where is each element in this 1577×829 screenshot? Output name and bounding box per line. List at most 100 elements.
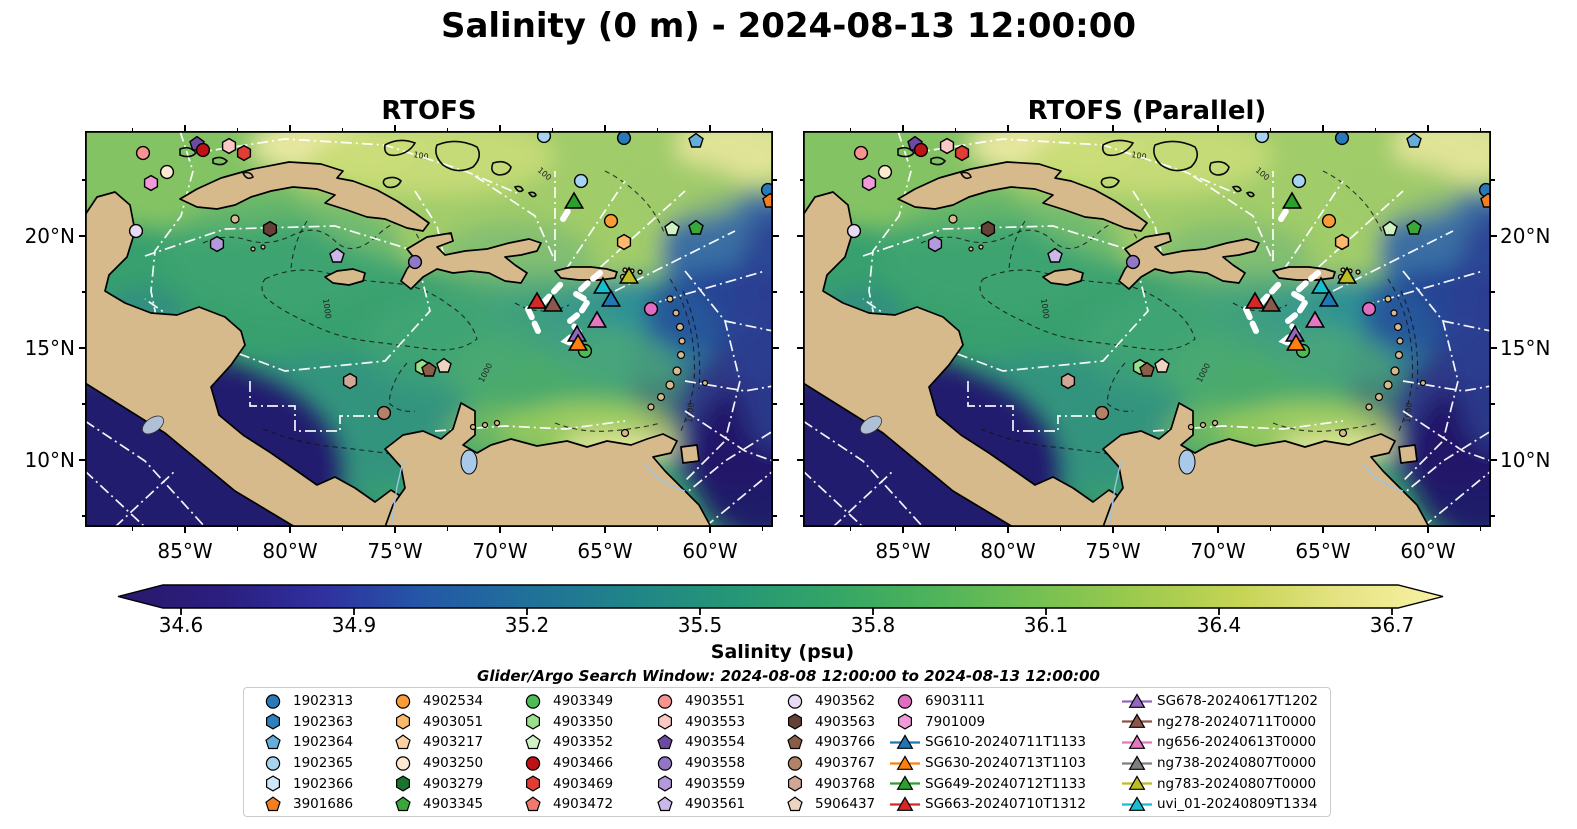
- x-minor-tick: [1269, 527, 1272, 531]
- map-marker-1902313: [1334, 131, 1350, 146]
- legend-entry-3901686: 3901686: [256, 794, 353, 815]
- lake-nicaragua: [141, 415, 165, 435]
- legend-marker-circle-icon: [395, 755, 411, 771]
- legend-marker-glider-icon: [1122, 692, 1152, 708]
- y-tick-label-left: 10°N: [24, 448, 75, 472]
- legend-label: 4903561: [685, 796, 746, 813]
- x-minor-tick-top: [1479, 127, 1482, 131]
- x-major-tick: [499, 527, 501, 533]
- legend-marker-glider-icon: [1122, 713, 1152, 729]
- x-tick-label: 80°W: [980, 539, 1036, 563]
- map-marker-SG610-20240711T1133: [600, 289, 622, 307]
- x-tick-label: 80°W: [262, 539, 318, 563]
- legend-entry-4903767: 4903767: [778, 753, 875, 774]
- legend-column: 1902313 1902363 1902364 1902365 1902366 39016…: [256, 691, 353, 815]
- y-major-tick-r: [1491, 347, 1497, 349]
- eez-boundaries: [803, 131, 1491, 527]
- x-minor-tick-top: [131, 127, 134, 131]
- legend-marker-hexagon-icon: [526, 713, 540, 730]
- x-minor-tick-top: [1374, 127, 1377, 131]
- legend-box: 1902313 1902363 1902364 1902365 1902366 39016…: [243, 687, 1331, 817]
- legend-label: 4903558: [685, 755, 746, 772]
- legend-entry-4903051: 4903051: [386, 712, 483, 733]
- map-marker-uvi_01-20240809T1334: [592, 276, 614, 294]
- legend-marker-pentagon-icon: [265, 796, 281, 811]
- legend-entry-1902365: 1902365: [256, 753, 353, 774]
- x-major-tick-top: [289, 125, 291, 131]
- legend-label: 5906437: [815, 796, 876, 813]
- legend-entry-4903558: 4903558: [648, 753, 745, 774]
- x-minor-tick: [1374, 527, 1377, 531]
- x-minor-tick: [1479, 527, 1482, 531]
- x-minor-tick: [954, 527, 957, 531]
- legend-entry-4903768: 4903768: [778, 773, 875, 794]
- legend-entry-4903279: 4903279: [386, 773, 483, 794]
- legend-marker-hexagon-icon: [788, 713, 802, 730]
- x-tick-label: 70°W: [472, 539, 528, 563]
- x-minor-tick: [551, 527, 554, 531]
- x-minor-tick-top: [761, 127, 764, 131]
- legend-entry-4903553: 4903553: [648, 712, 745, 733]
- colorbar-tick-label: 35.5: [677, 613, 723, 637]
- bahamas-banks: [897, 139, 1255, 198]
- legend-marker-glider-icon: [1122, 754, 1152, 770]
- y-minor-tick: [81, 179, 85, 181]
- legend-marker-circle-icon: [657, 755, 673, 771]
- x-major-tick-top: [184, 125, 186, 131]
- y-minor-tick: [799, 291, 803, 293]
- x-major-tick-top: [1007, 125, 1009, 131]
- right-panel-title: RTOFS (Parallel): [1027, 96, 1267, 126]
- y-major-tick-r: [1491, 235, 1497, 237]
- x-major-tick: [1427, 527, 1429, 533]
- colorbar-tick-label: 36.7: [1369, 613, 1415, 637]
- y-minor-tick: [799, 403, 803, 405]
- x-tick-label: 75°W: [367, 539, 423, 563]
- y-minor-tick-r: [773, 179, 777, 181]
- legend-entry-4903562: 4903562: [778, 691, 875, 712]
- map-marker-4903767: [1094, 405, 1110, 421]
- map-marker-4903250: [877, 164, 893, 180]
- legend-marker-circle-icon: [657, 694, 673, 709]
- map-marker-4903551: [853, 145, 869, 161]
- legend-label: 4903350: [553, 713, 614, 730]
- bathymetry-contours: [202, 170, 701, 458]
- legend-marker-pentagon-icon: [395, 734, 411, 750]
- legend-entry-SG649-20240712T1133: SG649-20240712T1133: [888, 773, 1086, 794]
- legend-column: 4903551 4903553 4903554 4903558 4903559 49035…: [648, 691, 745, 815]
- legend-marker-glider-icon: [1122, 795, 1152, 811]
- river: [1108, 460, 1122, 527]
- x-minor-tick: [446, 527, 449, 531]
- map-marker-ng278-20240711T0000: [542, 294, 564, 312]
- legend-marker-glider-icon: [1122, 734, 1152, 749]
- x-minor-tick: [656, 527, 659, 531]
- figure-title: Salinity (0 m) - 2024-08-13 12:00:00: [440, 6, 1137, 46]
- map-marker-SG663-20240710T1312: [1244, 291, 1266, 309]
- map-rtofs-parallel: 1000 1000 1000 100 100: [803, 131, 1491, 527]
- map-rtofs: 1000 1000 1000 100 100: [85, 131, 773, 527]
- legend-label: SG663-20240710T1312: [925, 796, 1086, 813]
- colorbar-tick-label: 34.6: [158, 613, 204, 637]
- legend-entry-4903250: 4903250: [386, 753, 483, 774]
- y-minor-tick-r: [773, 515, 777, 517]
- map-marker-4903558: [407, 254, 423, 270]
- x-major-tick: [902, 527, 904, 533]
- x-minor-tick-top: [656, 127, 659, 131]
- legend-label: 4903768: [815, 775, 876, 792]
- map-marker-uvi_01-20240809T1334: [1310, 276, 1332, 294]
- map-marker-1902365: [1291, 173, 1307, 189]
- x-major-tick: [709, 527, 711, 533]
- x-major-tick: [184, 527, 186, 533]
- map-marker-3901686: [762, 192, 773, 208]
- legend-entry-1902366: 1902366: [256, 773, 353, 794]
- map-marker-5906437: [436, 357, 452, 373]
- map-marker-4902534: [603, 213, 619, 229]
- y-minor-tick-r: [1491, 515, 1495, 517]
- y-major-tick-r: [773, 235, 779, 237]
- legend-label: ng656-20240613T0000: [1157, 734, 1317, 751]
- map-marker-1902364: [1406, 132, 1422, 148]
- map-marker-4903561: [1047, 247, 1063, 263]
- x-major-tick-top: [499, 125, 501, 131]
- map-marker-6903111: [1361, 301, 1377, 317]
